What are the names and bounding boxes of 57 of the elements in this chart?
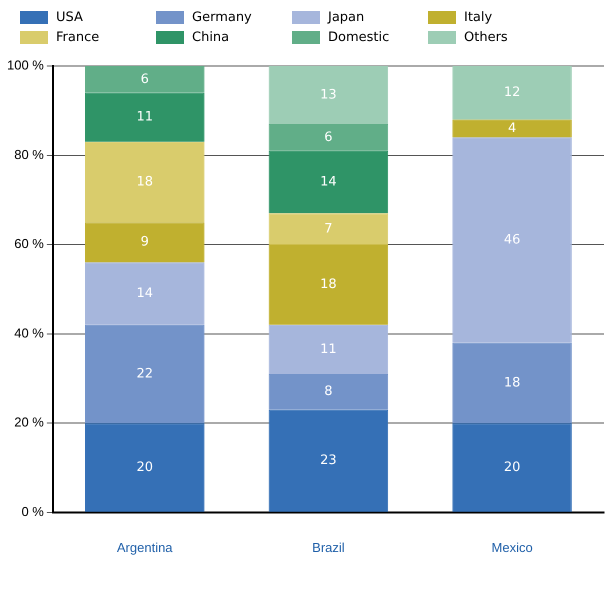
- data-label: 12: [504, 85, 520, 100]
- data-label: 14: [320, 174, 337, 190]
- legend-label: Domestic: [328, 30, 390, 44]
- data-label: 8: [324, 384, 333, 400]
- bar: [452, 120, 572, 138]
- data-label: 14: [136, 286, 153, 302]
- data-label: 13: [320, 87, 337, 102]
- y-tick-label: 20 %: [14, 414, 44, 430]
- y-tick-label: 100 %: [6, 58, 44, 73]
- legend-label: China: [192, 30, 230, 44]
- bar: [268, 213, 388, 245]
- bar: [268, 150, 388, 214]
- bar: [452, 342, 572, 424]
- legend-label: Japan: [328, 10, 364, 24]
- data-label: 22: [136, 366, 153, 382]
- data-label: 4: [508, 120, 516, 136]
- legend-label: USA: [56, 10, 83, 24]
- bar: [85, 92, 204, 142]
- y-tick-label: 80 %: [14, 146, 44, 162]
- legend-label: France: [56, 30, 100, 44]
- bar: [85, 262, 204, 325]
- bar: [268, 124, 388, 151]
- x-tick-label: Argentina: [116, 540, 174, 555]
- data-label: 6: [324, 130, 333, 145]
- bar: [85, 142, 204, 222]
- bar: [85, 423, 204, 512]
- y-tick-label: 0 %: [21, 504, 44, 519]
- data-label: 11: [136, 110, 153, 125]
- data-label: 18: [320, 277, 337, 292]
- data-label: 46: [504, 232, 520, 248]
- y-tick-label: 40 %: [14, 325, 44, 340]
- data-label: 18: [136, 174, 153, 190]
- data-label: 7: [324, 221, 333, 236]
- x-tick-label: Mexico: [492, 540, 533, 555]
- bar: [452, 66, 572, 120]
- data-label: 23: [320, 453, 337, 468]
- legend-label: Germany: [192, 10, 252, 24]
- legend-label: Others: [464, 30, 508, 44]
- data-label: 20: [136, 460, 153, 475]
- data-label: 20: [504, 460, 520, 475]
- bar: [268, 66, 388, 124]
- bar: [268, 410, 388, 512]
- bar: [452, 137, 572, 343]
- bar: [268, 244, 388, 325]
- data-label: 9: [140, 234, 149, 250]
- data-label: 18: [504, 375, 520, 390]
- bar: [85, 222, 204, 262]
- y-tick-label: 60 %: [14, 236, 44, 252]
- bar: [268, 324, 388, 374]
- x-tick-label: Brazil: [312, 540, 345, 555]
- bar: [85, 66, 204, 93]
- data-label: 6: [140, 72, 149, 87]
- bar: [452, 423, 572, 512]
- bar: [268, 374, 388, 410]
- data-label: 11: [320, 342, 337, 357]
- legend-label: Italy: [464, 10, 492, 24]
- bar: [85, 324, 204, 424]
